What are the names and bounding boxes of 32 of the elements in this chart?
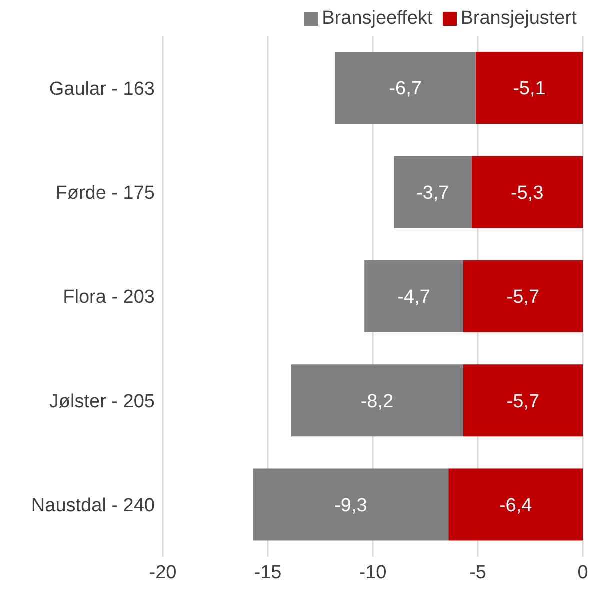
bar [394,156,472,228]
y-tick-label: Jølster - 205 [49,391,155,412]
data-label: -3,7 [416,182,450,204]
data-label: -4,7 [398,287,430,308]
bar [364,260,464,332]
data-label: -6,4 [499,496,533,517]
bar [291,364,464,437]
bar [253,468,449,541]
x-tick-label: 0 [578,562,588,584]
y-tick-label: Naustdal - 240 [31,496,155,517]
y-tick-label: Gaular - 163 [49,78,155,100]
data-label: -5,7 [506,391,540,412]
data-label: -8,2 [360,391,394,412]
data-label: -5,7 [506,287,540,308]
x-tick-label: -5 [470,562,486,584]
bar [476,52,583,124]
data-label: -5,1 [513,78,546,100]
x-tick-label: -10 [359,562,387,584]
bar [335,52,476,124]
bar [448,468,583,541]
bar [463,364,583,437]
legend-label: Bransjeeffekt [322,8,433,29]
data-label: -9,3 [334,496,368,517]
bar [472,156,583,228]
x-tick-label: -20 [149,562,177,584]
legend-label: Bransjejustert [460,8,577,29]
data-label: -6,7 [389,78,422,100]
bar [463,260,583,332]
x-tick-label: -15 [254,562,282,584]
y-tick-label: Flora - 203 [63,287,155,308]
data-label: -5,3 [510,182,544,204]
y-tick-label: Førde - 175 [56,183,155,204]
